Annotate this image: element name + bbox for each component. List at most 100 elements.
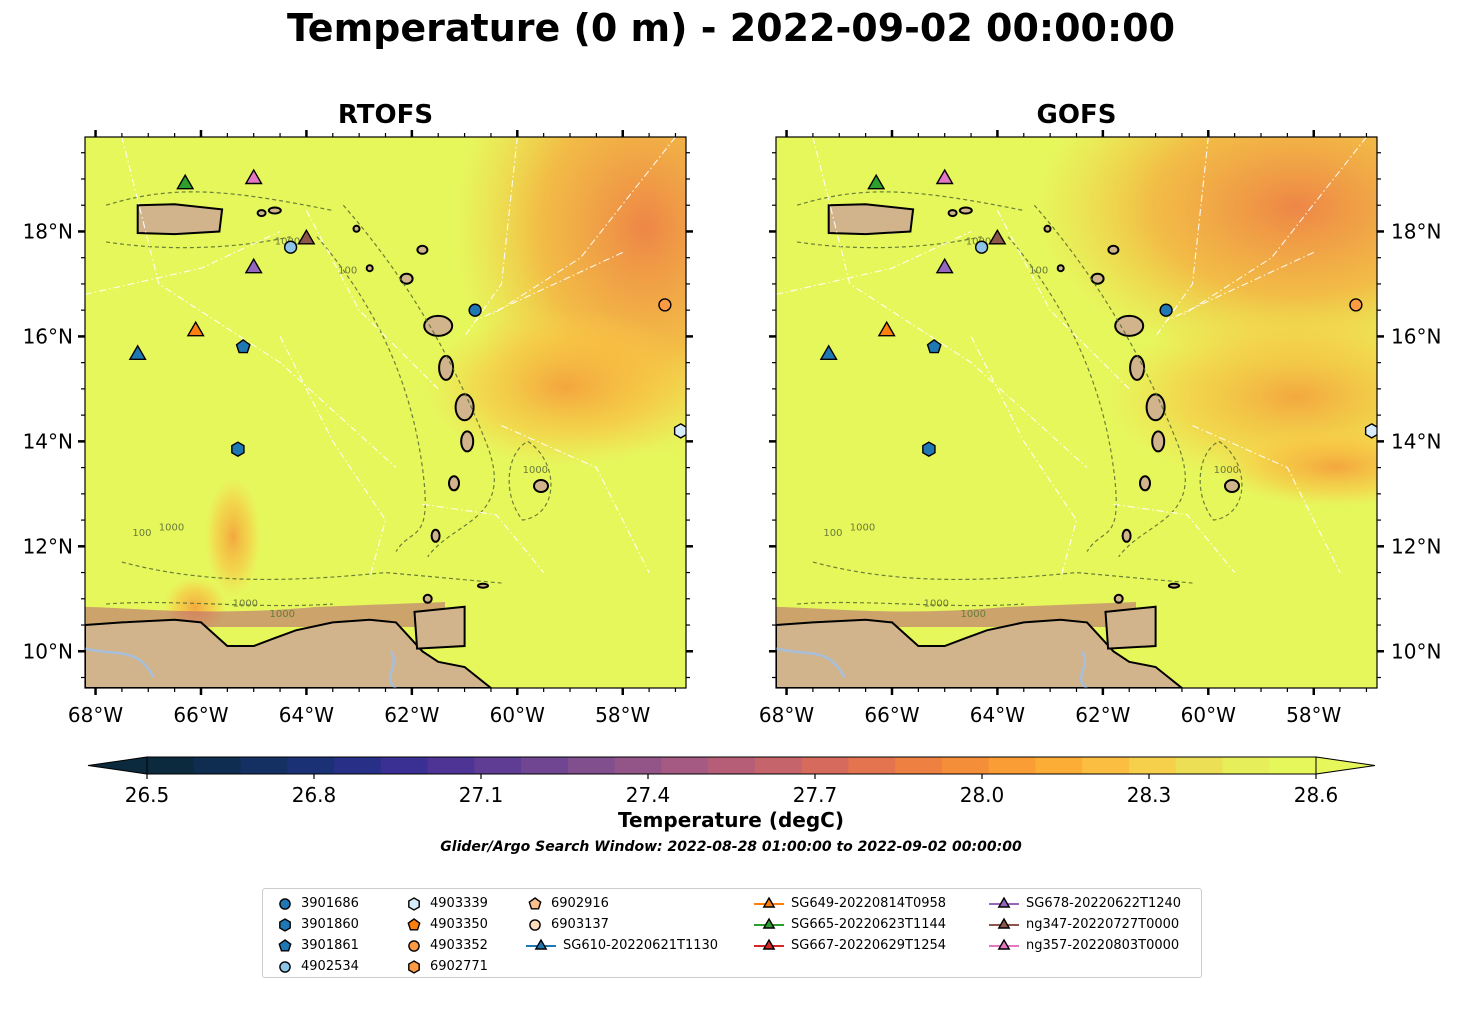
legend-marker-icon bbox=[989, 938, 1019, 950]
legend-item: 3901686 bbox=[275, 893, 359, 914]
island-land bbox=[1224, 479, 1240, 493]
island-land bbox=[416, 244, 429, 255]
marker-SG610-20220621T1130 bbox=[819, 344, 838, 360]
legend-marker bbox=[408, 896, 420, 911]
island-land bbox=[958, 206, 973, 215]
legend-marker bbox=[407, 917, 421, 931]
bathymetry-contour bbox=[1199, 440, 1243, 521]
legend-label: 6903137 bbox=[551, 917, 609, 932]
legend-item: 4903352 bbox=[404, 935, 488, 956]
boundary-line bbox=[305, 210, 439, 390]
colorbar-swatch bbox=[334, 757, 382, 774]
colorbar-tick-label: 27.4 bbox=[626, 783, 671, 807]
island-land bbox=[1114, 314, 1145, 337]
figure-title: Temperature (0 m) - 2022-09-02 00:00:00 bbox=[286, 6, 1176, 50]
boundary-line bbox=[776, 231, 972, 295]
colorbar-swatch bbox=[941, 757, 990, 774]
legend-item: 3901861 bbox=[275, 935, 359, 956]
colorbar-swatch bbox=[193, 757, 242, 774]
legend-item: SG667-20220629T1254 bbox=[753, 935, 946, 956]
colorbar-swatch bbox=[848, 757, 896, 774]
warm-patch bbox=[1216, 427, 1377, 507]
colorbar-swatch bbox=[754, 757, 803, 774]
contour-label: 1000 bbox=[159, 523, 184, 534]
legend-marker bbox=[762, 938, 776, 950]
colorbar-swatch bbox=[567, 757, 616, 774]
river bbox=[388, 650, 397, 688]
bathymetry-contour bbox=[316, 236, 426, 552]
legend-marker bbox=[762, 917, 776, 929]
island-land bbox=[448, 475, 460, 492]
legend-label: 4903352 bbox=[430, 938, 488, 953]
legend-marker-icon bbox=[279, 897, 291, 910]
river bbox=[776, 647, 846, 679]
legend-label: SG678-20220622T1240 bbox=[1026, 896, 1182, 911]
marker-3901861 bbox=[235, 339, 251, 354]
colorbar-swatch bbox=[1035, 757, 1083, 774]
legend-marker bbox=[279, 897, 291, 910]
rtofs-panel-title: RTOFS bbox=[337, 100, 434, 130]
island-land bbox=[1168, 582, 1180, 589]
contour-label: 100 bbox=[132, 528, 151, 539]
legend-item: SG649-20220814T0958 bbox=[753, 893, 946, 914]
legend-marker-icon bbox=[278, 938, 292, 952]
colorbar: 26.5 26.8 27.1 27.4 27.7 28.0 28.3 28.6 bbox=[87, 756, 1376, 807]
marker-SG610-20220621T1130 bbox=[128, 344, 147, 360]
boundary-line bbox=[1155, 137, 1209, 337]
contour-label: 100 bbox=[823, 528, 842, 539]
map-field: 10001001001000100010001000 bbox=[776, 137, 1377, 688]
south-america-land bbox=[85, 618, 493, 688]
legend-item: 3901860 bbox=[275, 914, 359, 935]
y-tick-label: 12°N bbox=[23, 534, 73, 558]
legend-label: 6902916 bbox=[551, 896, 609, 911]
legend-item: SG678-20220622T1240 bbox=[988, 893, 1181, 914]
legend-marker-icon bbox=[989, 917, 1019, 929]
colorbar-swatch bbox=[988, 757, 1037, 774]
marker-4902534 bbox=[974, 240, 989, 254]
contour-label: 1000 bbox=[233, 599, 258, 610]
legend-item: 4903339 bbox=[404, 893, 488, 914]
legend-label: 4903339 bbox=[430, 896, 488, 911]
legend-marker-icon bbox=[526, 938, 556, 950]
marker-SG649-20220814T0958 bbox=[877, 320, 896, 337]
bathymetry-contour bbox=[1007, 236, 1117, 552]
legend-marker bbox=[997, 917, 1011, 929]
legend-item: ng347-20220727T0000 bbox=[988, 914, 1181, 935]
colorbar-tick-label: 27.1 bbox=[459, 783, 504, 807]
colorbar-tick-label: 28.3 bbox=[1127, 783, 1172, 807]
y-tick-label: 16°N bbox=[23, 324, 73, 348]
marker-3901860 bbox=[231, 441, 245, 458]
legend-marker-icon bbox=[279, 917, 291, 932]
colorbar-swatch bbox=[380, 757, 429, 774]
boundary-line bbox=[501, 425, 650, 573]
y-tick-label: 18°N bbox=[1391, 219, 1441, 243]
island-land bbox=[430, 528, 441, 543]
marker-ng357-20220803T0000 bbox=[244, 168, 263, 185]
legend-label: SG667-20220629T1254 bbox=[791, 938, 947, 953]
colorbar-swatch bbox=[287, 757, 335, 774]
contour-label: 1000 bbox=[523, 465, 548, 476]
island-land bbox=[365, 264, 374, 273]
island-land bbox=[399, 272, 414, 285]
map-field: 10001001001000100010001000 bbox=[85, 137, 686, 688]
x-tick-label: 66°W bbox=[173, 703, 228, 727]
marker-3901861 bbox=[926, 339, 942, 354]
marker-SG665-20220623T1144 bbox=[867, 173, 886, 190]
bathymetry-contour bbox=[121, 561, 502, 584]
legend-column: SG649-20220814T0958 SG665-20220623T1144 SG… bbox=[753, 893, 946, 956]
legend-marker bbox=[528, 896, 542, 910]
legend-marker bbox=[278, 938, 292, 952]
marker-4903352 bbox=[1349, 298, 1363, 312]
bathymetry-contour bbox=[796, 191, 1024, 212]
island-land bbox=[1056, 264, 1065, 273]
island-land bbox=[1043, 224, 1052, 233]
island-land bbox=[423, 314, 454, 337]
island-land bbox=[267, 206, 282, 215]
y-tick-label: 14°N bbox=[1391, 429, 1441, 453]
colorbar-extend-low bbox=[87, 756, 148, 775]
colorbar-tick-label: 27.7 bbox=[793, 783, 838, 807]
legend-label: 3901686 bbox=[301, 896, 359, 911]
legend-label: 3901860 bbox=[301, 917, 359, 932]
legend-marker bbox=[762, 896, 776, 908]
bathymetry-contour bbox=[105, 191, 333, 212]
